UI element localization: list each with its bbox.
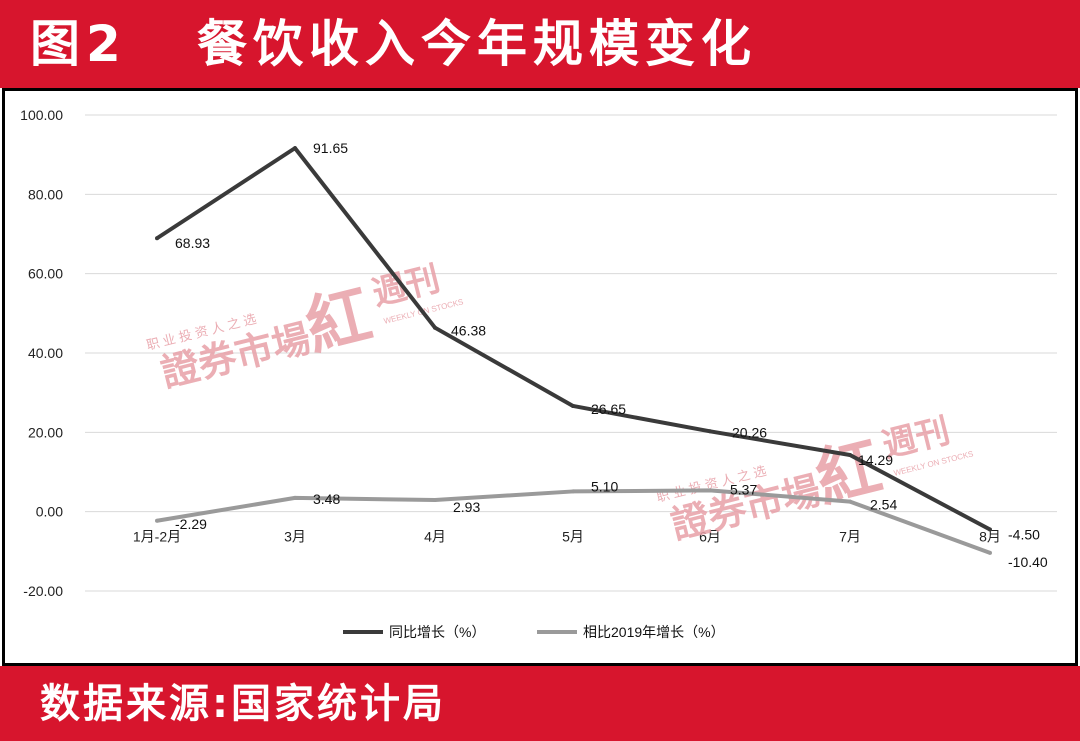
y-tick-label: 0.00 bbox=[36, 504, 63, 520]
source-banner: 数据来源:国家统计局 bbox=[0, 666, 1080, 741]
data-point bbox=[293, 146, 297, 151]
data-label: 5.10 bbox=[591, 478, 618, 494]
x-tick-label: 1月-2月 bbox=[133, 529, 181, 545]
y-tick-label: -20.00 bbox=[23, 583, 63, 599]
series-lines bbox=[155, 146, 992, 555]
data-point bbox=[848, 499, 852, 504]
y-tick-label: 100.00 bbox=[20, 107, 63, 123]
data-label: -10.40 bbox=[1008, 554, 1048, 570]
watermark-1: 职 业 投 资 人 之 选 證券市場 紅 週刊 WEEKLY ON STOCKS bbox=[145, 260, 465, 396]
x-tick-label: 5月 bbox=[562, 529, 584, 545]
y-axis-ticks: 100.00 80.00 60.00 40.00 20.00 0.00 -20.00 bbox=[20, 107, 63, 599]
chart-frame: 100.00 80.00 60.00 40.00 20.00 0.00 -20.00 1月-… bbox=[2, 88, 1078, 666]
watermarks: 职 业 投 资 人 之 选 證券市場 紅 週刊 WEEKLY ON STOCKS… bbox=[145, 260, 975, 548]
x-axis-ticks: 1月-2月 3月 4月 5月 6月 7月 8月 bbox=[133, 529, 1001, 545]
data-label: 20.26 bbox=[732, 424, 767, 440]
legend-label-series-2: 相比2019年增长（%） bbox=[583, 624, 725, 640]
data-point bbox=[155, 518, 159, 523]
x-tick-label: 7月 bbox=[839, 529, 861, 545]
y-tick-label: 80.00 bbox=[28, 186, 63, 202]
data-label: 3.48 bbox=[313, 491, 340, 507]
chart-title: 图2 餐饮收入今年规模变化 bbox=[30, 15, 758, 73]
y-tick-label: 20.00 bbox=[28, 424, 63, 440]
gridlines bbox=[85, 114, 1057, 592]
data-label: 46.38 bbox=[451, 323, 486, 339]
x-tick-label: 8月 bbox=[979, 529, 1001, 545]
data-point bbox=[433, 498, 437, 503]
data-label: 68.93 bbox=[175, 235, 210, 251]
data-labels: 68.93 91.65 46.38 26.65 20.26 14.29 -4.50 -2.29… bbox=[175, 140, 1048, 570]
line-chart: 100.00 80.00 60.00 40.00 20.00 0.00 -20.00 1月-… bbox=[20, 107, 1057, 640]
legend-label-series-1: 同比增长（%） bbox=[389, 624, 485, 640]
data-point bbox=[571, 403, 575, 408]
x-tick-label: 3月 bbox=[284, 529, 306, 545]
data-label: -2.29 bbox=[175, 516, 207, 532]
data-point bbox=[571, 489, 575, 494]
data-point bbox=[988, 550, 992, 555]
data-label: 26.65 bbox=[591, 401, 626, 417]
data-point bbox=[708, 429, 712, 434]
data-point bbox=[708, 488, 712, 493]
data-label: 14.29 bbox=[858, 452, 893, 468]
data-label: 2.54 bbox=[870, 497, 897, 513]
x-tick-label: 4月 bbox=[424, 529, 446, 545]
data-label: -4.50 bbox=[1008, 527, 1040, 543]
y-tick-label: 40.00 bbox=[28, 345, 63, 361]
data-point bbox=[988, 527, 992, 532]
legend: 同比增长（%） 相比2019年增长（%） bbox=[343, 624, 725, 640]
data-label: 91.65 bbox=[313, 140, 348, 156]
y-tick-label: 60.00 bbox=[28, 266, 63, 282]
data-point bbox=[155, 236, 159, 241]
title-banner: 图2 餐饮收入今年规模变化 bbox=[0, 0, 1080, 88]
data-point bbox=[848, 452, 852, 457]
source-text: 数据来源:国家统计局 bbox=[40, 681, 446, 727]
data-point bbox=[293, 495, 297, 500]
data-label: 2.93 bbox=[453, 499, 480, 515]
x-tick-label: 6月 bbox=[699, 529, 721, 545]
data-label: 5.37 bbox=[730, 481, 757, 497]
data-point bbox=[433, 325, 437, 330]
